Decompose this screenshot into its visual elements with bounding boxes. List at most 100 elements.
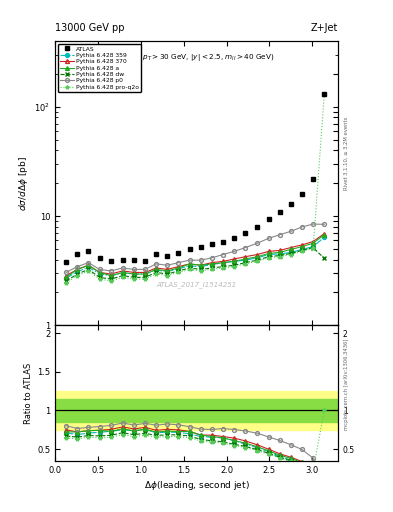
Pythia 6.428 dw [232, 262, 237, 268]
Pythia 6.428 370 [86, 262, 91, 268]
Pythia 6.428 a [120, 269, 125, 275]
Pythia 6.428 359 [288, 249, 293, 255]
Pythia 6.428 p0 [232, 248, 237, 254]
Pythia 6.428 359 [143, 271, 147, 277]
Pythia 6.428 359 [221, 260, 226, 266]
Pythia 6.428 a [154, 266, 158, 272]
Pythia 6.428 p0 [108, 268, 113, 274]
Bar [55, 391, 338, 430]
Pythia 6.428 dw [154, 269, 158, 275]
ATLAS [187, 246, 192, 252]
Pythia 6.428 p0 [97, 266, 102, 272]
Pythia 6.428 dw [243, 260, 248, 266]
Pythia 6.428 359 [97, 271, 102, 277]
Line: Pythia 6.428 p0: Pythia 6.428 p0 [64, 222, 326, 274]
Pythia 6.428 359 [266, 251, 271, 258]
Pythia 6.428 a [64, 274, 68, 281]
Pythia 6.428 a [132, 271, 136, 277]
Pythia 6.428 a [187, 261, 192, 267]
Pythia 6.428 a [288, 246, 293, 252]
Pythia 6.428 p0 [322, 221, 327, 227]
Pythia 6.428 a [143, 271, 147, 277]
Pythia 6.428 370 [255, 251, 260, 258]
Pythia 6.428 359 [176, 266, 181, 272]
Pythia 6.428 359 [243, 257, 248, 263]
Pythia 6.428 370 [154, 265, 158, 271]
Pythia 6.428 dw [86, 266, 91, 272]
Pythia 6.428 a [209, 261, 214, 267]
ATLAS [266, 216, 271, 222]
Line: Pythia 6.428 a: Pythia 6.428 a [64, 233, 326, 279]
Pythia 6.428 370 [266, 248, 271, 254]
Pythia 6.428 p0 [277, 231, 282, 238]
Pythia 6.428 dw [198, 266, 203, 272]
Pythia 6.428 p0 [165, 262, 170, 268]
ATLAS [209, 241, 214, 247]
ATLAS [143, 258, 147, 264]
Pythia 6.428 a [165, 268, 170, 274]
Line: Pythia 6.428 370: Pythia 6.428 370 [64, 232, 326, 278]
Pythia 6.428 pro-q2o [165, 272, 170, 279]
Pythia 6.428 pro-q2o [176, 269, 181, 275]
ATLAS [97, 255, 102, 262]
Pythia 6.428 370 [299, 242, 304, 248]
Pythia 6.428 p0 [266, 236, 271, 242]
Pythia 6.428 pro-q2o [97, 276, 102, 282]
Pythia 6.428 p0 [176, 260, 181, 266]
Pythia 6.428 p0 [198, 257, 203, 263]
Pythia 6.428 dw [277, 252, 282, 259]
Bar [55, 399, 338, 422]
Pythia 6.428 dw [266, 253, 271, 260]
Pythia 6.428 p0 [243, 245, 248, 251]
ATLAS [232, 235, 237, 241]
Pythia 6.428 pro-q2o [266, 255, 271, 261]
ATLAS [132, 257, 136, 263]
Pythia 6.428 370 [165, 266, 170, 272]
Pythia 6.428 359 [322, 234, 327, 240]
ATLAS [198, 244, 203, 250]
Pythia 6.428 359 [209, 262, 214, 268]
Pythia 6.428 dw [64, 278, 68, 284]
ATLAS [86, 248, 91, 254]
Pythia 6.428 370 [277, 247, 282, 253]
Pythia 6.428 359 [277, 251, 282, 257]
Text: Rivet 3.1.10, ≥ 3.2M events: Rivet 3.1.10, ≥ 3.2M events [344, 117, 349, 190]
Pythia 6.428 370 [108, 271, 113, 277]
Line: Pythia 6.428 dw: Pythia 6.428 dw [64, 246, 326, 283]
Pythia 6.428 370 [120, 268, 125, 274]
Pythia 6.428 a [243, 256, 248, 262]
ATLAS [311, 176, 316, 182]
ATLAS [322, 91, 327, 97]
Pythia 6.428 359 [120, 270, 125, 276]
Pythia 6.428 p0 [86, 260, 91, 266]
Pythia 6.428 a [86, 262, 91, 268]
ATLAS [221, 239, 226, 245]
Pythia 6.428 pro-q2o [255, 259, 260, 265]
Pythia 6.428 p0 [299, 224, 304, 230]
Pythia 6.428 370 [198, 262, 203, 268]
Pythia 6.428 pro-q2o [209, 266, 214, 272]
Pythia 6.428 dw [311, 245, 316, 251]
Pythia 6.428 pro-q2o [132, 276, 136, 282]
Pythia 6.428 p0 [311, 221, 316, 227]
Pythia 6.428 370 [322, 230, 327, 237]
Pythia 6.428 pro-q2o [311, 245, 316, 251]
ATLAS [299, 190, 304, 197]
ATLAS [75, 251, 80, 257]
Pythia 6.428 a [97, 269, 102, 275]
ATLAS [255, 224, 260, 230]
Pythia 6.428 370 [221, 259, 226, 265]
Pythia 6.428 359 [108, 272, 113, 279]
Pythia 6.428 a [277, 249, 282, 255]
Pythia 6.428 dw [255, 257, 260, 263]
Text: Z+Jet: Z+Jet [310, 23, 338, 33]
Pythia 6.428 359 [299, 246, 304, 252]
Pythia 6.428 pro-q2o [187, 266, 192, 272]
Pythia 6.428 359 [165, 269, 170, 275]
Pythia 6.428 pro-q2o [75, 272, 80, 279]
Pythia 6.428 359 [154, 267, 158, 273]
Pythia 6.428 pro-q2o [86, 268, 91, 274]
Pythia 6.428 359 [255, 255, 260, 261]
Pythia 6.428 dw [221, 264, 226, 270]
Pythia 6.428 dw [132, 274, 136, 281]
